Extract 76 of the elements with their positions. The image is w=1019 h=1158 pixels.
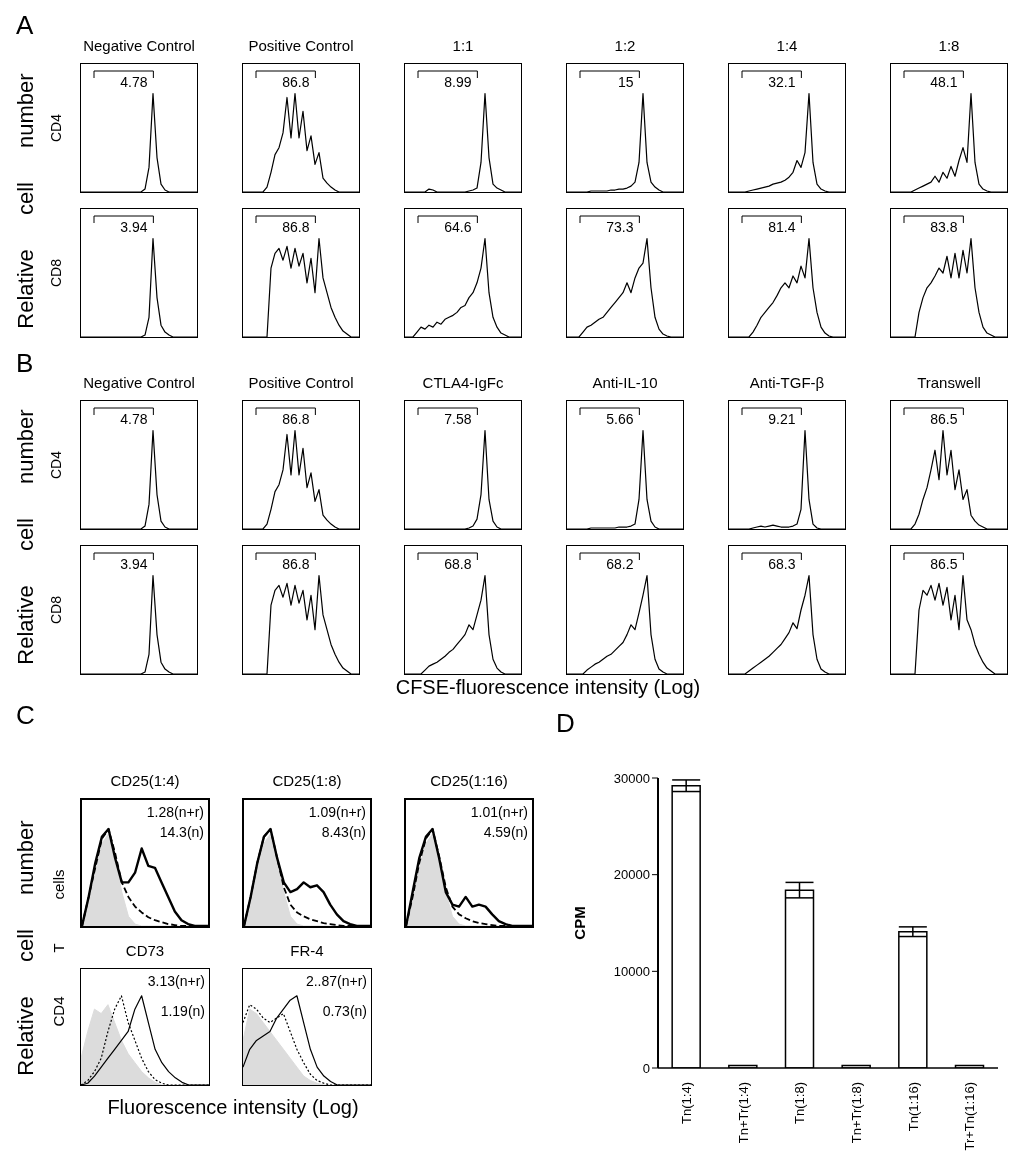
chart-title: Negative Control (82, 374, 196, 391)
y-axis-title: CD8 (48, 258, 64, 288)
x-tick-label: Tr+Tn(1:16) (962, 1082, 978, 1151)
y-tick-label: 10000 (613, 963, 650, 979)
chart-title: Anti-IL-10 (591, 374, 659, 391)
text: Relative cell number (13, 72, 39, 329)
annotation: 4.59(n) (483, 824, 528, 840)
text: 9.21 (768, 411, 796, 427)
text: 68.8 (444, 556, 472, 572)
annotation: 1.19(n) (160, 1003, 205, 1019)
text: CFSE-fluorescence intensity (Log) (395, 676, 701, 699)
text: 3.94 (120, 219, 148, 235)
text: 86.8 (282, 219, 310, 235)
text: Relative cell number (13, 408, 39, 665)
annotation: 14.3(n) (159, 824, 204, 840)
x-tick-label: Tn+Tr(1:8) (848, 1082, 864, 1144)
text: 1.28(n+r) (146, 804, 204, 820)
chart-title: Negative Control (82, 37, 196, 54)
text: 15 (617, 74, 634, 90)
text: 32.1 (768, 74, 796, 90)
chart-title: Positive Control (247, 37, 355, 54)
text: 86.8 (282, 556, 310, 572)
chart-title: 1:1 (451, 37, 475, 54)
text: 86.5 (930, 556, 958, 572)
text: B (16, 348, 34, 379)
chart-title: 1:8 (937, 37, 961, 54)
y-axis-title: CPM (571, 906, 589, 940)
y-axis-title: CD4 (48, 450, 64, 480)
chart-title: CD25(1:4) (109, 772, 181, 789)
chart-title: 1:2 (613, 37, 637, 54)
text: 4.78 (120, 411, 148, 427)
x-tick-label: Tn(1:16) (905, 1082, 921, 1132)
annotation: 8.43(n) (321, 824, 366, 840)
text: 86.5 (930, 411, 958, 427)
text: 5.66 (606, 411, 634, 427)
text: 1.09(n+r) (308, 804, 366, 820)
text: 86.8 (282, 74, 310, 90)
text: Fluorescence intensity (Log) (107, 1096, 359, 1119)
text: 3.13(n+r) (147, 973, 205, 989)
chart-title: Anti-TGF-β (748, 374, 826, 391)
chart-title: Transwell (916, 374, 982, 391)
x-tick-label: Tn(1:4) (678, 1082, 694, 1124)
text: 73.3 (606, 219, 634, 235)
text: 48.1 (930, 74, 958, 90)
x-tick-label: Tn+Tr(1:4) (735, 1082, 751, 1144)
text: 68.3 (768, 556, 796, 572)
text: 83.8 (930, 219, 958, 235)
text: 86.8 (282, 411, 310, 427)
text: 64.6 (444, 219, 472, 235)
y-tick-label: 20000 (613, 867, 650, 883)
chart-title: CD73 (125, 942, 165, 959)
text: Relative cell number (13, 820, 39, 1076)
text: 4.78 (120, 74, 148, 90)
text: A (16, 10, 34, 41)
text: 2..87(n+r) (305, 973, 367, 989)
chart-title: 1:4 (775, 37, 799, 54)
text: 3.94 (120, 556, 148, 572)
annotation: 0.73(n) (322, 1003, 367, 1019)
chart-title: CD25(1:16) (429, 772, 509, 789)
text: 81.4 (768, 219, 796, 235)
text: D (556, 708, 575, 739)
y-tick-label: 0 (642, 1060, 650, 1076)
chart-title: CTLA4-IgFc (421, 374, 505, 391)
x-tick-label: Tn(1:8) (792, 1082, 808, 1124)
text: 68.2 (606, 556, 634, 572)
y-axis-title: CD4 (48, 113, 64, 143)
chart-title: Positive Control (247, 374, 355, 391)
chart-title: CD25(1:8) (271, 772, 343, 789)
y-tick-label: 30000 (613, 770, 650, 786)
text: 7.58 (444, 411, 472, 427)
text: C (16, 700, 35, 731)
text: CD4 T cells (49, 869, 67, 1027)
y-axis-title: CD8 (48, 595, 64, 625)
chart-title: FR-4 (289, 942, 325, 959)
text: 1.01(n+r) (470, 804, 528, 820)
text: 8.99 (444, 74, 472, 90)
